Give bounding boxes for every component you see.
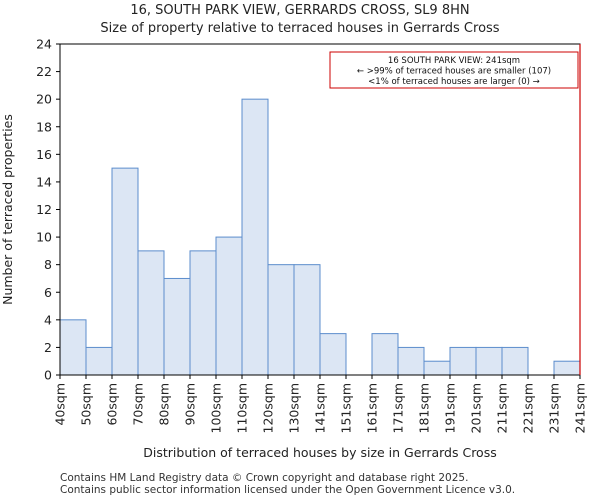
y-tick-label: 24 (36, 37, 52, 52)
x-tick-label: 100sqm (209, 383, 224, 433)
x-tick-label: 161sqm (365, 383, 380, 433)
x-tick-label: 130sqm (287, 383, 302, 433)
x-tick-label: 231sqm (547, 383, 562, 433)
y-tick-label: 14 (36, 174, 52, 189)
annotation-line-2: ← >99% of terraced houses are smaller (1… (357, 67, 551, 77)
y-tick-label: 22 (36, 64, 52, 79)
annotation-box: 16 SOUTH PARK VIEW: 241sqm ← >99% of ter… (329, 51, 579, 89)
x-tick-label: 90sqm (183, 383, 198, 426)
x-tick-label: 181sqm (417, 383, 432, 433)
x-tick-label: 110sqm (235, 383, 250, 433)
chart-title-block: 16, SOUTH PARK VIEW, GERRARDS CROSS, SL9… (0, 2, 600, 38)
histogram-bar (189, 250, 217, 376)
histogram-bar (111, 167, 139, 376)
y-axis-label: Number of terraced properties (0, 114, 15, 305)
histogram-bar (163, 277, 191, 376)
y-tick-label: 18 (36, 119, 52, 134)
x-tick-label: 211sqm (495, 383, 510, 433)
annotation-line-1: 16 SOUTH PARK VIEW: 241sqm (388, 56, 520, 66)
histogram-bar (475, 346, 503, 376)
histogram-bar (553, 360, 581, 376)
x-axis: 40sqm 50sqm 60sqm 70sqm 80sqm 90sqm 100sqm 110s… (53, 375, 588, 433)
x-tick-label: 191sqm (443, 383, 458, 433)
histogram-bar (241, 98, 269, 376)
y-tick-label: 12 (36, 202, 52, 217)
x-tick-label: 241sqm (573, 383, 588, 433)
x-tick-label: 141sqm (313, 383, 328, 433)
histogram-bar (137, 250, 165, 376)
attribution-line-2: Contains public sector information licen… (60, 484, 516, 496)
chart-title: 16, SOUTH PARK VIEW, GERRARDS CROSS, SL9… (130, 3, 470, 18)
annotation-frame (329, 51, 579, 89)
x-tick-label: 50sqm (79, 383, 94, 426)
histogram-bar (501, 346, 529, 376)
histogram-bar (449, 346, 477, 376)
x-tick-label: 80sqm (157, 383, 172, 426)
attribution-footer: Contains HM Land Registry data © Crown c… (60, 472, 515, 496)
histogram-bar (423, 360, 451, 376)
x-tick-label: 40sqm (53, 383, 68, 426)
histogram-bar (397, 346, 425, 376)
x-tick-label: 60sqm (105, 383, 120, 426)
y-tick-label: 4 (44, 312, 52, 327)
x-tick-label: 151sqm (339, 383, 354, 433)
y-tick-label: 8 (44, 257, 52, 272)
y-tick-label: 10 (36, 230, 52, 245)
y-tick-label: 2 (44, 340, 52, 355)
histogram-bar (319, 333, 347, 376)
y-tick-label: 16 (36, 147, 52, 162)
histogram-bar (371, 333, 399, 376)
x-tick-label: 70sqm (131, 383, 146, 426)
chart-subtitle: Size of property relative to terraced ho… (100, 21, 500, 36)
histogram-bar (267, 264, 295, 376)
annotation-line-3: <1% of terraced houses are larger (0) → (368, 77, 540, 87)
x-tick-label: 221sqm (521, 383, 536, 433)
y-tick-label: 20 (36, 92, 52, 107)
histogram-bar (85, 346, 113, 376)
y-tick-label: 6 (44, 285, 52, 300)
attribution-line-1: Contains HM Land Registry data © Crown c… (60, 472, 469, 484)
x-tick-label: 120sqm (261, 383, 276, 433)
histogram-bar (59, 319, 87, 376)
histogram-bar (293, 264, 321, 376)
histogram-bar (215, 236, 243, 376)
y-tick-label: 0 (44, 368, 52, 383)
x-tick-label: 171sqm (391, 383, 406, 433)
x-tick-label: 201sqm (469, 383, 484, 433)
x-axis-label: Distribution of terraced houses by size … (143, 445, 496, 460)
bars-group (59, 98, 581, 376)
